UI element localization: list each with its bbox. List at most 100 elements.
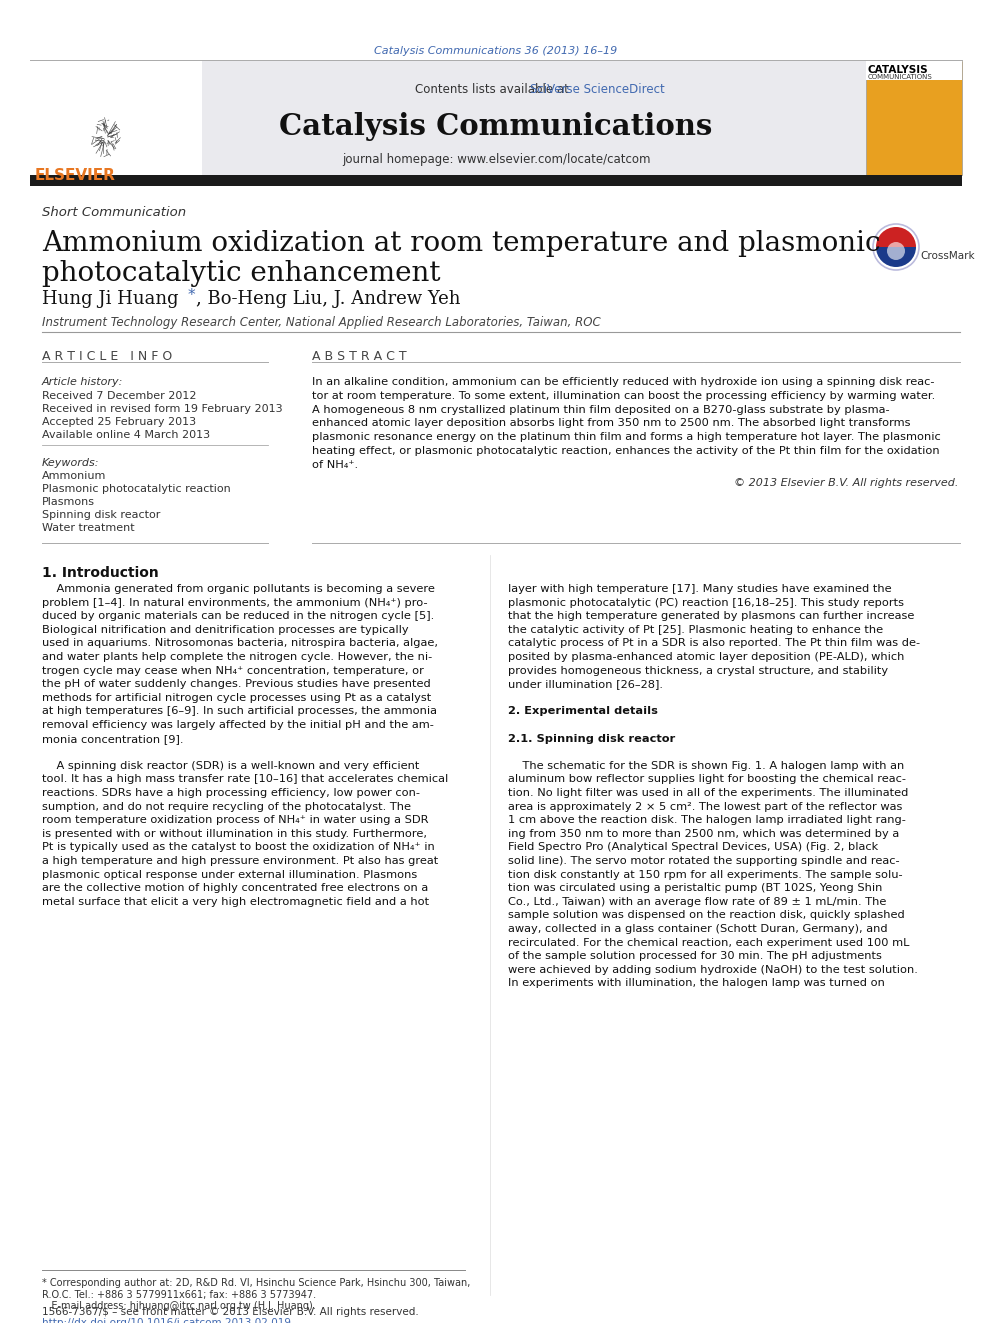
Text: of the sample solution processed for 30 min. The pH adjustments: of the sample solution processed for 30 … — [508, 951, 882, 962]
Text: layer with high temperature [17]. Many studies have examined the: layer with high temperature [17]. Many s… — [508, 583, 892, 594]
Text: under illumination [26–28].: under illumination [26–28]. — [508, 679, 663, 689]
FancyBboxPatch shape — [866, 61, 962, 175]
Text: tion. No light filter was used in all of the experiments. The illuminated: tion. No light filter was used in all of… — [508, 789, 909, 798]
Text: posited by plasma-enhanced atomic layer deposition (PE-ALD), which: posited by plasma-enhanced atomic layer … — [508, 652, 905, 662]
Text: Instrument Technology Research Center, National Applied Research Laboratories, T: Instrument Technology Research Center, N… — [42, 316, 601, 329]
Text: Plasmons: Plasmons — [42, 497, 95, 507]
Text: problem [1–4]. In natural environments, the ammonium (NH₄⁺) pro-: problem [1–4]. In natural environments, … — [42, 598, 428, 607]
Text: Catalysis Communications: Catalysis Communications — [280, 112, 712, 142]
Text: trogen cycle may cease when NH₄⁺ concentration, temperature, or: trogen cycle may cease when NH₄⁺ concent… — [42, 665, 424, 676]
Text: Co., Ltd., Taiwan) with an average flow rate of 89 ± 1 mL/min. The: Co., Ltd., Taiwan) with an average flow … — [508, 897, 887, 906]
Text: recirculated. For the chemical reaction, each experiment used 100 mL: recirculated. For the chemical reaction,… — [508, 938, 910, 947]
Text: photocatalytic enhancement: photocatalytic enhancement — [42, 261, 440, 287]
Text: solid line). The servo motor rotated the supporting spindle and reac-: solid line). The servo motor rotated the… — [508, 856, 900, 867]
Text: enhanced atomic layer deposition absorbs light from 350 nm to 2500 nm. The absor: enhanced atomic layer deposition absorbs… — [312, 418, 911, 429]
Text: In experiments with illumination, the halogen lamp was turned on: In experiments with illumination, the ha… — [508, 979, 885, 988]
Text: Ammonia generated from organic pollutants is becoming a severe: Ammonia generated from organic pollutant… — [42, 583, 434, 594]
Text: that the high temperature generated by plasmons can further increase: that the high temperature generated by p… — [508, 611, 915, 622]
Text: the catalytic activity of Pt [25]. Plasmonic heating to enhance the: the catalytic activity of Pt [25]. Plasm… — [508, 624, 883, 635]
Text: Received 7 December 2012: Received 7 December 2012 — [42, 392, 196, 401]
Text: and water plants help complete the nitrogen cycle. However, the ni-: and water plants help complete the nitro… — [42, 652, 433, 662]
Text: tor at room temperature. To some extent, illumination can boost the processing e: tor at room temperature. To some extent,… — [312, 390, 935, 401]
Text: the pH of water suddenly changes. Previous studies have presented: the pH of water suddenly changes. Previo… — [42, 679, 431, 689]
Text: ELSEVIER: ELSEVIER — [35, 168, 116, 183]
Text: A homogeneous 8 nm crystallized platinum thin film deposited on a B270-glass sub: A homogeneous 8 nm crystallized platinum… — [312, 405, 890, 414]
Wedge shape — [876, 247, 916, 267]
Text: 1566-7367/$ – see front matter © 2013 Elsevier B.V. All rights reserved.: 1566-7367/$ – see front matter © 2013 El… — [42, 1307, 419, 1316]
Text: CATALYSIS: CATALYSIS — [868, 65, 929, 75]
Text: http://dx.doi.org/10.1016/j.catcom.2013.02.019: http://dx.doi.org/10.1016/j.catcom.2013.… — [42, 1318, 291, 1323]
Text: monia concentration [9].: monia concentration [9]. — [42, 733, 184, 744]
Text: CrossMark: CrossMark — [920, 251, 974, 261]
Text: journal homepage: www.elsevier.com/locate/catcom: journal homepage: www.elsevier.com/locat… — [342, 153, 650, 165]
FancyBboxPatch shape — [30, 61, 962, 175]
FancyBboxPatch shape — [30, 175, 962, 187]
Text: In an alkaline condition, ammonium can be efficiently reduced with hydroxide ion: In an alkaline condition, ammonium can b… — [312, 377, 934, 388]
Circle shape — [887, 242, 905, 261]
Text: are the collective motion of highly concentrated free electrons on a: are the collective motion of highly conc… — [42, 884, 429, 893]
Text: SciVerse ScienceDirect: SciVerse ScienceDirect — [530, 83, 665, 97]
Text: tion was circulated using a peristaltic pump (BT 102S, Yeong Shin: tion was circulated using a peristaltic … — [508, 884, 882, 893]
Text: 1 cm above the reaction disk. The halogen lamp irradiated light rang-: 1 cm above the reaction disk. The haloge… — [508, 815, 906, 826]
Text: Article history:: Article history: — [42, 377, 123, 388]
Text: used in aquariums. Nitrosomonas bacteria, nitrospira bacteria, algae,: used in aquariums. Nitrosomonas bacteria… — [42, 639, 438, 648]
Text: removal efficiency was largely affected by the initial pH and the am-: removal efficiency was largely affected … — [42, 720, 434, 730]
Text: Spinning disk reactor: Spinning disk reactor — [42, 509, 161, 520]
Text: Keywords:: Keywords: — [42, 458, 99, 468]
Wedge shape — [876, 228, 916, 247]
Text: Water treatment: Water treatment — [42, 523, 135, 533]
Text: Biological nitrification and denitrification processes are typically: Biological nitrification and denitrifica… — [42, 624, 409, 635]
Text: room temperature oxidization process of NH₄⁺ in water using a SDR: room temperature oxidization process of … — [42, 815, 429, 826]
Text: Available online 4 March 2013: Available online 4 March 2013 — [42, 430, 210, 441]
Text: Short Communication: Short Communication — [42, 206, 186, 220]
Text: away, collected in a glass container (Schott Duran, Germany), and: away, collected in a glass container (Sc… — [508, 923, 888, 934]
Text: 1. Introduction: 1. Introduction — [42, 566, 159, 579]
Text: A B S T R A C T: A B S T R A C T — [312, 351, 407, 363]
Text: catalytic process of Pt in a SDR is also reported. The Pt thin film was de-: catalytic process of Pt in a SDR is also… — [508, 639, 921, 648]
Text: Plasmonic photocatalytic reaction: Plasmonic photocatalytic reaction — [42, 484, 231, 493]
Text: tool. It has a high mass transfer rate [10–16] that accelerates chemical: tool. It has a high mass transfer rate [… — [42, 774, 448, 785]
Text: plasmonic photocatalytic (PC) reaction [16,18–25]. This study reports: plasmonic photocatalytic (PC) reaction [… — [508, 598, 904, 607]
Text: Accepted 25 February 2013: Accepted 25 February 2013 — [42, 417, 196, 427]
Text: The schematic for the SDR is shown Fig. 1. A halogen lamp with an: The schematic for the SDR is shown Fig. … — [508, 761, 905, 771]
Text: A R T I C L E   I N F O: A R T I C L E I N F O — [42, 351, 173, 363]
Text: Hung Ji Huang: Hung Ji Huang — [42, 290, 185, 308]
Text: Pt is typically used as the catalyst to boost the oxidization of NH₄⁺ in: Pt is typically used as the catalyst to … — [42, 843, 434, 852]
Text: © 2013 Elsevier B.V. All rights reserved.: © 2013 Elsevier B.V. All rights reserved… — [734, 478, 958, 488]
Text: heating effect, or plasmonic photocatalytic reaction, enhances the activity of t: heating effect, or plasmonic photocataly… — [312, 446, 939, 456]
FancyBboxPatch shape — [30, 61, 202, 175]
Text: at high temperatures [6–9]. In such artificial processes, the ammonia: at high temperatures [6–9]. In such arti… — [42, 706, 437, 716]
Text: area is approximately 2 × 5 cm². The lowest part of the reflector was: area is approximately 2 × 5 cm². The low… — [508, 802, 903, 811]
Text: , Bo-Heng Liu, J. Andrew Yeh: , Bo-Heng Liu, J. Andrew Yeh — [196, 290, 460, 308]
Text: aluminum bow reflector supplies light for boosting the chemical reac-: aluminum bow reflector supplies light fo… — [508, 774, 906, 785]
Text: a high temperature and high pressure environment. Pt also has great: a high temperature and high pressure env… — [42, 856, 438, 867]
Text: Ammonium: Ammonium — [42, 471, 106, 482]
Text: Ammonium oxidization at room temperature and plasmonic: Ammonium oxidization at room temperature… — [42, 230, 881, 257]
Text: sample solution was dispensed on the reaction disk, quickly splashed: sample solution was dispensed on the rea… — [508, 910, 905, 921]
Text: plasmonic optical response under external illumination. Plasmons: plasmonic optical response under externa… — [42, 869, 418, 880]
Text: Catalysis Communications 36 (2013) 16–19: Catalysis Communications 36 (2013) 16–19 — [374, 46, 618, 56]
Text: * Corresponding author at: 2D, R&D Rd. VI, Hsinchu Science Park, Hsinchu 300, Ta: * Corresponding author at: 2D, R&D Rd. V… — [42, 1278, 470, 1311]
Text: A spinning disk reactor (SDR) is a well-known and very efficient: A spinning disk reactor (SDR) is a well-… — [42, 761, 420, 771]
Text: Field Spectro Pro (Analytical Spectral Devices, USA) (Fig. 2, black: Field Spectro Pro (Analytical Spectral D… — [508, 843, 878, 852]
Text: methods for artificial nitrogen cycle processes using Pt as a catalyst: methods for artificial nitrogen cycle pr… — [42, 693, 432, 703]
Text: 2.1. Spinning disk reactor: 2.1. Spinning disk reactor — [508, 733, 676, 744]
Circle shape — [873, 224, 919, 270]
Text: plasmonic resonance energy on the platinum thin film and forms a high temperatur: plasmonic resonance energy on the platin… — [312, 433, 940, 442]
FancyBboxPatch shape — [866, 61, 962, 79]
Text: metal surface that elicit a very high electromagnetic field and a hot: metal surface that elicit a very high el… — [42, 897, 430, 906]
Text: COMMUNICATIONS: COMMUNICATIONS — [868, 74, 932, 79]
Text: is presented with or without illumination in this study. Furthermore,: is presented with or without illuminatio… — [42, 828, 427, 839]
Text: tion disk constantly at 150 rpm for all experiments. The sample solu-: tion disk constantly at 150 rpm for all … — [508, 869, 903, 880]
Text: reactions. SDRs have a high processing efficiency, low power con-: reactions. SDRs have a high processing e… — [42, 789, 420, 798]
Text: *: * — [188, 288, 195, 303]
Text: 2. Experimental details: 2. Experimental details — [508, 706, 658, 716]
Text: sumption, and do not require recycling of the photocatalyst. The: sumption, and do not require recycling o… — [42, 802, 411, 811]
Text: Contents lists available at: Contents lists available at — [416, 83, 576, 97]
Text: Received in revised form 19 February 2013: Received in revised form 19 February 201… — [42, 404, 283, 414]
Text: were achieved by adding sodium hydroxide (NaOH) to the test solution.: were achieved by adding sodium hydroxide… — [508, 964, 918, 975]
Text: of NH₄⁺.: of NH₄⁺. — [312, 460, 358, 470]
Text: duced by organic materials can be reduced in the nitrogen cycle [5].: duced by organic materials can be reduce… — [42, 611, 434, 622]
Text: ing from 350 nm to more than 2500 nm, which was determined by a: ing from 350 nm to more than 2500 nm, wh… — [508, 828, 900, 839]
Text: provides homogeneous thickness, a crystal structure, and stability: provides homogeneous thickness, a crysta… — [508, 665, 888, 676]
